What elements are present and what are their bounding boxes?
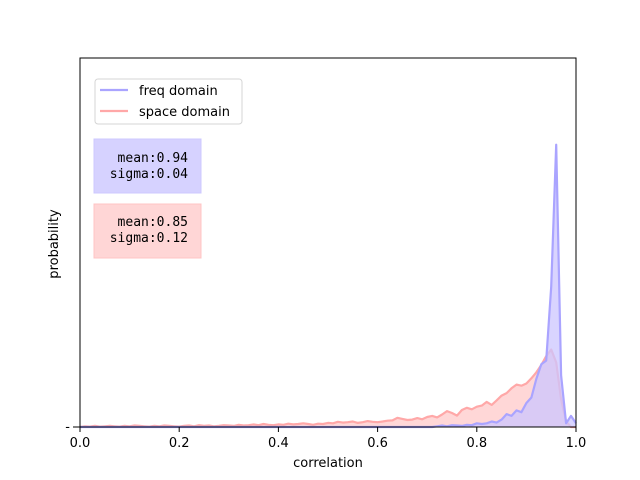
x-tick-label: 1.0: [566, 436, 587, 451]
stats-sigma-freq: sigma:0.04: [110, 167, 188, 182]
plot-frame: [79, 57, 577, 428]
x-axis-label: correlation: [293, 456, 363, 471]
legend-label-space: space domain: [139, 105, 230, 120]
legend: freq domain space domain: [94, 78, 243, 125]
x-tick-label: 0.4: [268, 436, 289, 451]
stats-box-space: mean:0.85 sigma:0.12: [93, 203, 202, 259]
x-tick-label: 0.0: [70, 436, 91, 451]
x-tick-label: 0.8: [466, 436, 487, 451]
x-tick-label: 0.6: [367, 436, 388, 451]
stats-mean-space: mean:0.85: [110, 215, 188, 230]
series-line-space: [79, 348, 576, 429]
area-fill-space: [80, 349, 576, 427]
legend-label-freq: freq domain: [139, 84, 218, 99]
stats-box-space-bg: [93, 203, 202, 259]
y-tick-label: -: [65, 420, 70, 435]
stats-mean-freq: mean:0.94: [110, 151, 188, 166]
legend-box: [94, 78, 243, 125]
x-axis: 0.0 0.2 0.4 0.6 0.8 1.0: [70, 427, 587, 451]
stats-box-freq-bg: [93, 138, 202, 194]
stats-box-freq: mean:0.94 sigma:0.04: [93, 138, 202, 194]
x-tick-label: 0.2: [169, 436, 190, 451]
y-axis-label: probability: [47, 209, 62, 279]
y-axis: -: [65, 420, 80, 435]
stats-sigma-space: sigma:0.12: [110, 231, 188, 246]
